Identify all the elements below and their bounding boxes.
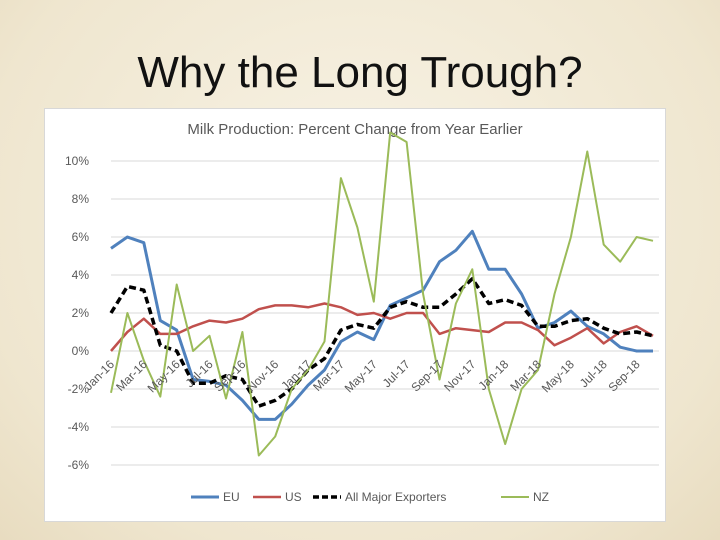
series-line-all-major-exporters (109, 277, 654, 408)
legend-label: NZ (533, 490, 549, 504)
series-line-eu (110, 229, 653, 421)
y-tick-label: 8% (72, 192, 90, 206)
slide-title: Why the Long Trough? (137, 48, 583, 97)
y-tick-label: 2% (72, 306, 90, 320)
legend-label: US (285, 490, 302, 504)
x-tick-label: Mar-18 (507, 357, 544, 394)
legend-label: All Major Exporters (345, 490, 446, 504)
series-line-us (110, 302, 654, 352)
x-tick-label: May-18 (539, 357, 577, 395)
milk-production-chart: Milk Production: Percent Change from Yea… (65, 121, 659, 504)
chart-container: Milk Production: Percent Change from Yea… (44, 108, 666, 522)
y-tick-label: -4% (68, 420, 90, 434)
y-tick-label: 0% (72, 344, 90, 358)
x-tick-label: May-17 (342, 357, 380, 395)
y-tick-label: 10% (65, 154, 89, 168)
y-axis-labels: 10% 8% 6% 4% 2% 0% -2% -4% -6% (65, 154, 89, 472)
y-tick-label: -6% (68, 458, 90, 472)
legend-label: EU (223, 490, 240, 504)
x-tick-label: Mar-16 (113, 357, 150, 394)
legend: EU US All Major Exporters NZ (191, 490, 549, 504)
y-tick-label: 4% (72, 268, 90, 282)
y-tick-label: -2% (68, 382, 90, 396)
series-lines (109, 131, 654, 457)
y-tick-label: 6% (72, 230, 90, 244)
series-line-nz (110, 131, 654, 457)
chart-title: Milk Production: Percent Change from Yea… (187, 121, 522, 138)
x-tick-label: Jan-17 (278, 357, 314, 393)
x-tick-label: Jan-18 (475, 357, 511, 393)
